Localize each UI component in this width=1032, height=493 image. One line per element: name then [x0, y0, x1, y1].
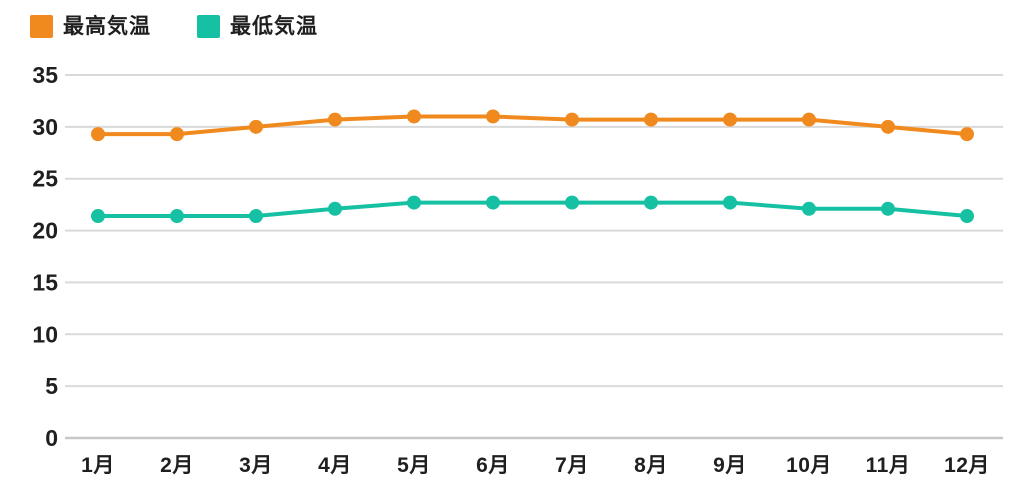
x-tick-label-8: 8月: [634, 454, 668, 477]
data-point-max-9月: [723, 112, 737, 127]
data-point-max-2月: [170, 127, 184, 142]
legend-item-min-temp[interactable]: 最低気温: [197, 15, 318, 38]
data-point-max-4月: [328, 112, 342, 127]
data-point-min-9月: [723, 195, 737, 210]
y-tick-label-25: 25: [32, 166, 58, 192]
data-point-min-8月: [644, 195, 658, 210]
x-tick-label-3: 3月: [239, 454, 273, 477]
series-line-min-temp: [96, 200, 969, 219]
data-point-min-12月: [960, 209, 974, 224]
data-point-max-11月: [881, 119, 895, 134]
data-point-min-2月: [170, 209, 184, 224]
y-tick-label-35: 35: [32, 62, 58, 88]
x-tick-label-7: 7月: [555, 454, 589, 477]
y-tick-label-15: 15: [32, 269, 58, 295]
max-temp-swatch: [30, 15, 53, 38]
max-temp-legend-label: 最高気温: [63, 15, 151, 38]
x-tick-label-2: 2月: [160, 454, 194, 477]
x-tick-label-11: 11月: [866, 454, 911, 477]
y-tick-label-30: 30: [32, 114, 58, 140]
y-tick-label-5: 5: [45, 373, 58, 399]
data-point-min-3月: [249, 209, 263, 224]
min-temp-swatch: [197, 15, 220, 38]
x-tick-label-1: 1月: [81, 454, 115, 477]
min-temp-legend-label: 最低気温: [230, 15, 318, 38]
data-point-min-11月: [881, 201, 895, 216]
data-point-max-3月: [249, 119, 263, 134]
x-tick-label-9: 9月: [713, 454, 747, 477]
data-point-min-6月: [486, 195, 500, 210]
data-point-max-12月: [960, 127, 974, 142]
data-point-max-8月: [644, 112, 658, 127]
data-point-max-10月: [802, 112, 816, 127]
y-tick-label-0: 0: [45, 425, 58, 451]
x-tick-label-10: 10月: [786, 454, 832, 477]
legend-item-max-temp[interactable]: 最高気温: [30, 15, 151, 38]
x-tick-label-6: 6月: [476, 454, 510, 477]
x-tick-label-5: 5月: [397, 454, 431, 477]
y-tick-label-10: 10: [32, 321, 58, 347]
data-point-max-1月: [91, 127, 105, 142]
data-point-max-7月: [565, 112, 579, 127]
data-point-min-4月: [328, 201, 342, 216]
x-tick-label-12: 12月: [944, 454, 990, 477]
data-point-max-6月: [486, 109, 500, 124]
chart-legend: 最高気温 最低気温: [30, 15, 318, 38]
x-tick-label-4: 4月: [318, 454, 352, 477]
data-point-max-5月: [407, 109, 421, 124]
y-tick-label-20: 20: [32, 218, 58, 244]
data-point-min-1月: [91, 209, 105, 224]
data-point-min-7月: [565, 195, 579, 210]
series-line-max-temp: [96, 114, 969, 137]
data-point-min-10月: [802, 201, 816, 216]
data-point-min-5月: [407, 195, 421, 210]
